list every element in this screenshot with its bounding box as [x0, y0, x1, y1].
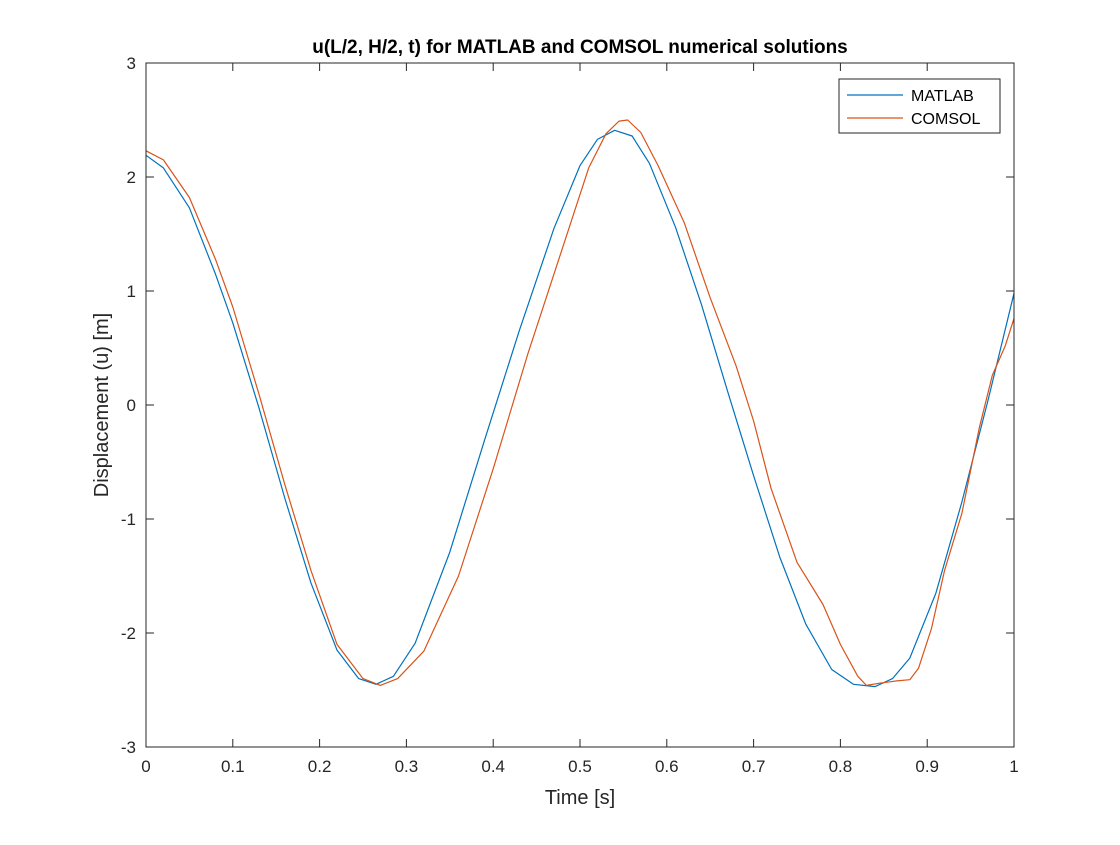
series-line-comsol — [145, 119, 1015, 686]
legend-label-matlab: MATLAB — [911, 88, 974, 105]
y-tick-label: -2 — [121, 624, 136, 643]
legend: MATLAB COMSOL — [838, 78, 1001, 134]
x-axis-label: Time [s] — [545, 787, 615, 809]
axes-box — [145, 62, 1015, 748]
series-lines — [145, 119, 1015, 688]
chart-title: u(L/2, H/2, t) for MATLAB and COMSOL num… — [312, 37, 848, 58]
y-tick-label: -1 — [121, 510, 136, 529]
x-tick-label: 0.6 — [655, 757, 679, 776]
y-tick-label: 0 — [127, 396, 136, 415]
legend-label-comsol: COMSOL — [911, 111, 980, 128]
x-tick-label: 0.2 — [308, 757, 332, 776]
y-axis-label: Displacement (u) [m] — [91, 313, 113, 498]
y-tick-label: 3 — [127, 54, 136, 73]
x-tick-label: 0.9 — [915, 757, 939, 776]
x-tick-label: 0.5 — [568, 757, 592, 776]
y-tick-label: 1 — [127, 282, 136, 301]
x-tick-label: 0.3 — [395, 757, 419, 776]
x-tick-label: 0.8 — [829, 757, 853, 776]
x-tick-label: 0.7 — [742, 757, 766, 776]
y-tick-label: -3 — [121, 738, 136, 757]
x-tick-label: 0 — [141, 757, 150, 776]
y-tick-label: 2 — [127, 168, 136, 187]
x-tick-label: 0.1 — [221, 757, 245, 776]
legend-box — [838, 78, 1001, 134]
x-tick-label: 1 — [1009, 757, 1018, 776]
x-tick-label: 0.4 — [481, 757, 505, 776]
series-line-matlab — [145, 129, 1015, 688]
ticks: 0 0.1 0.2 0.3 0.4 0.5 0.6 0.7 0.8 0.9 1 -3 -2 -1 0 1 2 3 — [121, 54, 1019, 776]
